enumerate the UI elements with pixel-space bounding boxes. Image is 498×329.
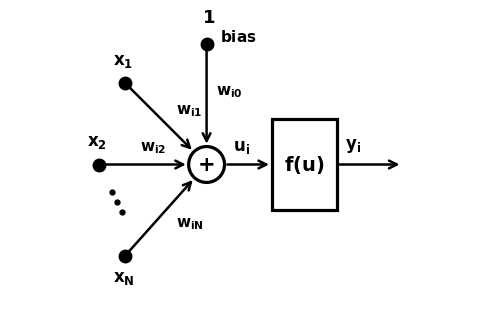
Text: $\mathbf{w_{iN}}$: $\mathbf{w_{iN}}$ bbox=[176, 217, 204, 232]
Circle shape bbox=[189, 146, 225, 183]
Text: $\mathbf{w_{i1}}$: $\mathbf{w_{i1}}$ bbox=[176, 103, 202, 119]
Text: $\mathbf{x_2}$: $\mathbf{x_2}$ bbox=[87, 134, 107, 151]
Text: $\mathbf{bias}$: $\mathbf{bias}$ bbox=[220, 29, 256, 45]
Text: $\mathbf{w_{i0}}$: $\mathbf{w_{i0}}$ bbox=[216, 84, 243, 100]
Text: $\mathbf{1}$: $\mathbf{1}$ bbox=[202, 10, 215, 28]
Text: $\mathbf{u_i}$: $\mathbf{u_i}$ bbox=[233, 138, 249, 156]
Text: $\mathbf{x_1}$: $\mathbf{x_1}$ bbox=[114, 52, 133, 70]
Text: $\mathbf{w_{i2}}$: $\mathbf{w_{i2}}$ bbox=[139, 140, 166, 156]
Text: $\mathbf{x_N}$: $\mathbf{x_N}$ bbox=[113, 269, 134, 287]
Text: +: + bbox=[198, 155, 216, 174]
Text: $\mathbf{f(u)}$: $\mathbf{f(u)}$ bbox=[284, 154, 325, 175]
Bar bbox=[272, 119, 337, 210]
Text: $\mathbf{y_i}$: $\mathbf{y_i}$ bbox=[345, 137, 361, 155]
